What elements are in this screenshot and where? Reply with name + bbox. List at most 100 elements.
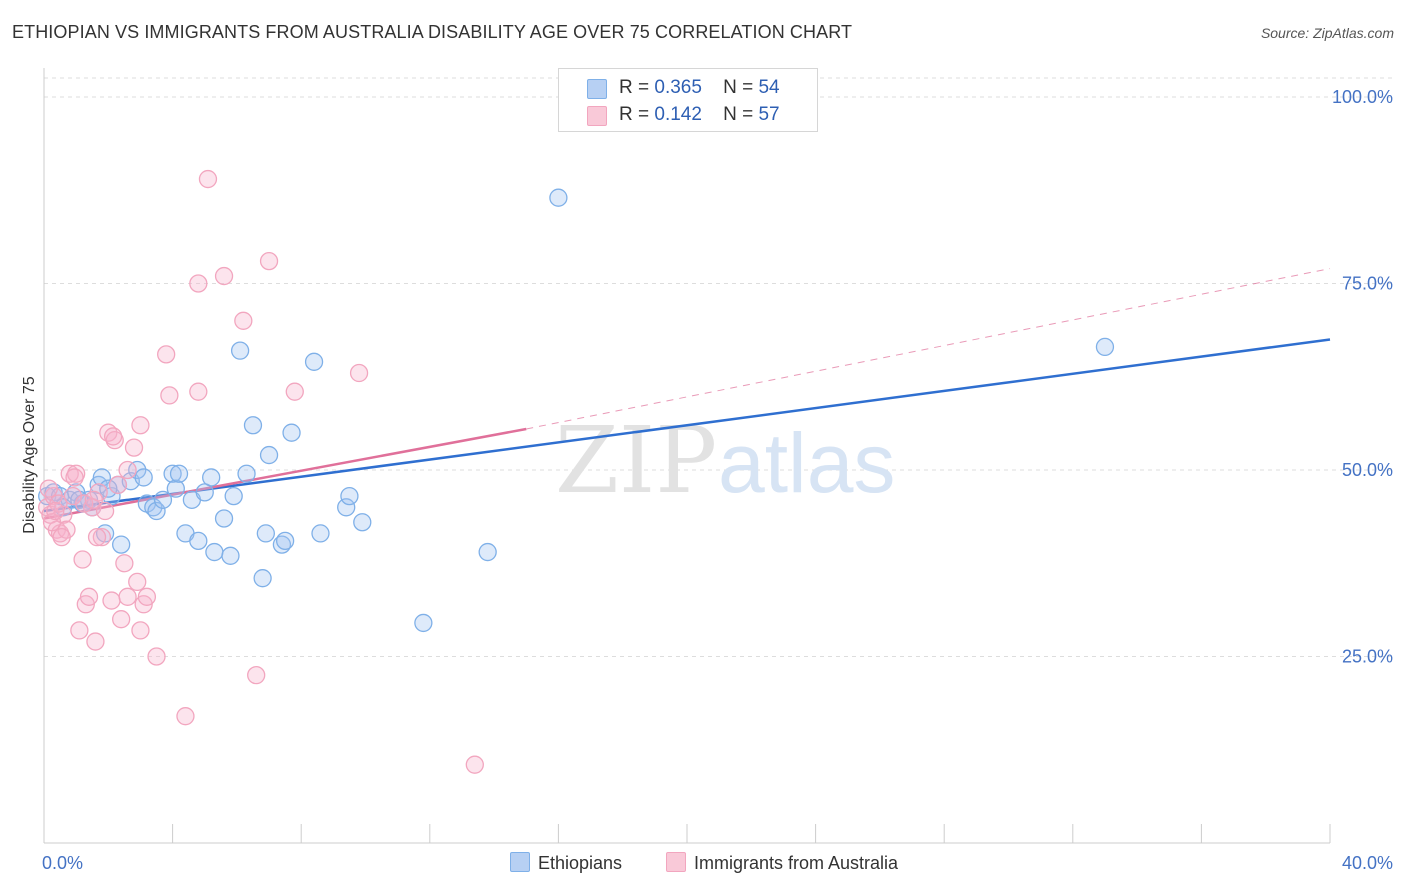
point-ethiopians: [256, 524, 275, 543]
point-ethiopians: [230, 341, 250, 360]
trend-lines: [43, 268, 1331, 520]
x-tick-label: 0.0%: [42, 853, 83, 873]
point-australia: [124, 438, 144, 457]
point-ethiopians: [99, 479, 118, 498]
point-australia: [131, 416, 150, 435]
point-ethiopians: [224, 486, 243, 506]
point-australia: [157, 345, 176, 364]
point-ethiopians: [304, 352, 324, 371]
point-australia: [465, 755, 484, 774]
legend-swatch-ethiopians: [587, 79, 607, 99]
bottom-legend-label-australia: Immigrants from Australia: [694, 853, 899, 873]
point-australia: [247, 666, 266, 685]
point-ethiopians: [163, 464, 182, 483]
point-australia: [87, 527, 107, 547]
watermark-atlas: atlas: [718, 416, 895, 510]
point-australia: [86, 632, 105, 651]
point-australia: [108, 475, 128, 495]
bottom-legend-swatch-australia: [666, 852, 686, 872]
point-australia: [70, 621, 89, 640]
point-ethiopians: [478, 542, 497, 562]
point-ethiopians: [353, 513, 372, 532]
point-ethiopians: [414, 613, 433, 633]
legend-n-label: N =: [723, 104, 754, 125]
point-australia: [39, 479, 58, 498]
axes: [43, 68, 1331, 844]
trend-line-australia: [43, 427, 527, 520]
legend-n-label: N =: [723, 77, 754, 98]
trend-line-ethiopians: [43, 338, 1331, 513]
point-australia: [95, 501, 115, 521]
point-australia: [160, 386, 179, 405]
point-australia: [52, 527, 71, 547]
point-ethiopians: [202, 468, 221, 487]
point-australia: [65, 468, 84, 487]
tick-labels: 25.0% 50.0% 75.0% 100.0% 0.0% 40.0%: [42, 87, 1393, 873]
point-ethiopians: [243, 416, 263, 435]
x-tick-label: 40.0%: [1342, 853, 1393, 873]
legend-r-value: 0.142: [654, 104, 702, 125]
point-australia: [285, 382, 304, 401]
y-axis-label: Disability Age Over 75: [21, 376, 38, 534]
point-australia: [176, 707, 195, 726]
point-australia: [259, 251, 279, 271]
point-ethiopians: [340, 486, 359, 506]
point-ethiopians: [1095, 337, 1115, 357]
point-australia: [131, 621, 150, 640]
point-ethiopians: [189, 531, 208, 551]
point-australia: [79, 587, 99, 606]
point-ethiopians: [92, 468, 112, 487]
y-tick-label: 75.0%: [1342, 274, 1393, 294]
data-points: [38, 169, 1115, 774]
point-australia: [118, 460, 137, 480]
legend: R = 0.365 N = 54 R = 0.142 N = 57: [558, 68, 818, 132]
point-australia: [115, 554, 134, 573]
legend-r-label: R =: [619, 77, 650, 98]
point-australia: [46, 501, 65, 521]
point-ethiopians: [221, 546, 240, 565]
bottom-legend-ethiopians: Ethiopians: [510, 852, 622, 874]
point-ethiopians: [166, 479, 185, 498]
point-ethiopians: [237, 464, 256, 483]
point-ethiopians: [205, 542, 224, 562]
bottom-legend-swatch-ethiopians: [510, 852, 530, 872]
point-australia: [349, 363, 369, 383]
point-australia: [147, 647, 166, 666]
source-label: Source: ZipAtlas.com: [1260, 25, 1394, 41]
point-ethiopians: [134, 468, 153, 487]
point-australia: [189, 274, 208, 293]
point-australia: [73, 550, 92, 569]
point-ethiopians: [153, 490, 173, 509]
point-australia: [198, 169, 218, 189]
point-ethiopians: [549, 188, 568, 207]
legend-swatch-australia: [587, 106, 607, 126]
legend-n-value: 54: [758, 77, 780, 98]
point-australia: [102, 591, 121, 610]
point-ethiopians: [253, 569, 272, 588]
legend-r-value: 0.365: [654, 77, 702, 98]
point-ethiopians: [128, 460, 147, 480]
chart-title: ETHIOPIAN VS IMMIGRANTS FROM AUSTRALIA D…: [12, 22, 853, 42]
point-australia: [214, 266, 234, 286]
point-ethiopians: [275, 531, 295, 551]
point-australia: [112, 610, 131, 629]
point-ethiopians: [112, 535, 131, 554]
point-australia: [137, 587, 157, 606]
watermark: ZIP atlas: [555, 407, 895, 514]
point-australia: [128, 572, 147, 592]
bottom-legend-label-ethiopians: Ethiopians: [538, 853, 623, 873]
trend-extension-australia: [526, 268, 1331, 430]
point-ethiopians: [169, 464, 189, 483]
legend-n-value: 57: [758, 104, 780, 125]
point-australia: [118, 587, 137, 606]
point-australia: [189, 382, 208, 401]
y-tick-label: 100.0%: [1332, 87, 1393, 107]
point-ethiopians: [259, 445, 279, 465]
point-australia: [92, 527, 112, 547]
point-australia: [234, 311, 253, 330]
point-ethiopians: [282, 423, 301, 442]
point-ethiopians: [311, 524, 330, 543]
y-tick-label: 25.0%: [1342, 647, 1393, 667]
bottom-legend-australia: Immigrants from Australia: [666, 852, 898, 874]
